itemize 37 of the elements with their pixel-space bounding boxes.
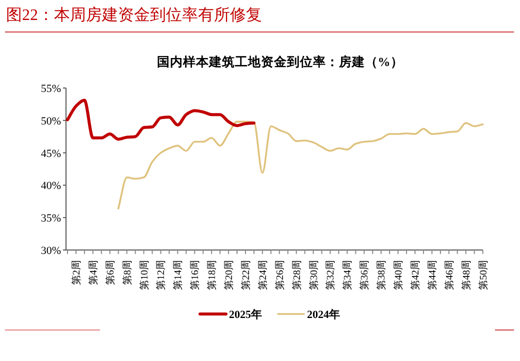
x-tick-label: 第8周 bbox=[121, 260, 134, 285]
y-tick-label: 55% bbox=[40, 83, 61, 95]
x-tick-label: 第20周 bbox=[223, 260, 236, 290]
legend-label: 2025年 bbox=[229, 308, 262, 321]
x-tick-label: 第36周 bbox=[358, 260, 371, 290]
x-tick-label: 第28周 bbox=[290, 260, 303, 290]
x-tick-label: 第4周 bbox=[87, 260, 100, 285]
chart-subtitle: 国内样本建筑工地资金到位率：房建（%） bbox=[156, 54, 404, 69]
x-tick-label: 第26周 bbox=[274, 260, 286, 290]
y-tick-label: 30% bbox=[40, 245, 61, 257]
x-tick-label: 第40周 bbox=[392, 260, 405, 290]
x-tick-label: 第2周 bbox=[70, 260, 82, 285]
x-tick-label: 第22周 bbox=[240, 260, 252, 290]
y-tick-label: 35% bbox=[40, 212, 61, 225]
x-tick-label: 第32周 bbox=[324, 260, 337, 290]
x-tick-label: 第38周 bbox=[376, 260, 388, 290]
x-tick-label: 第44周 bbox=[426, 260, 438, 290]
y-tick-label: 45% bbox=[40, 148, 61, 160]
x-tick-label: 第18周 bbox=[206, 260, 218, 290]
x-tick-label: 第50周 bbox=[477, 260, 490, 290]
x-tick-label: 第16周 bbox=[189, 260, 202, 290]
x-tick-label: 第24周 bbox=[256, 260, 269, 290]
x-tick-label: 第12周 bbox=[155, 260, 168, 290]
y-tick-label: 40% bbox=[40, 180, 61, 192]
x-tick-label: 第14周 bbox=[172, 260, 184, 290]
x-tick-label: 第46周 bbox=[443, 260, 456, 290]
x-tick-label: 第34周 bbox=[342, 260, 354, 290]
x-tick-label: 第6周 bbox=[104, 260, 116, 285]
chart-title: 图22：本周房建资金到位率有所修复 bbox=[6, 6, 262, 24]
legend-label: 2024年 bbox=[307, 308, 340, 321]
x-tick-label: 第42周 bbox=[410, 260, 422, 290]
x-tick-label: 第48周 bbox=[460, 260, 472, 290]
x-tick-label: 第10周 bbox=[138, 260, 150, 290]
y-tick-label: 50% bbox=[40, 115, 61, 128]
line-series bbox=[66, 98, 256, 141]
line-series bbox=[117, 120, 484, 210]
x-tick-label: 第30周 bbox=[308, 260, 320, 290]
